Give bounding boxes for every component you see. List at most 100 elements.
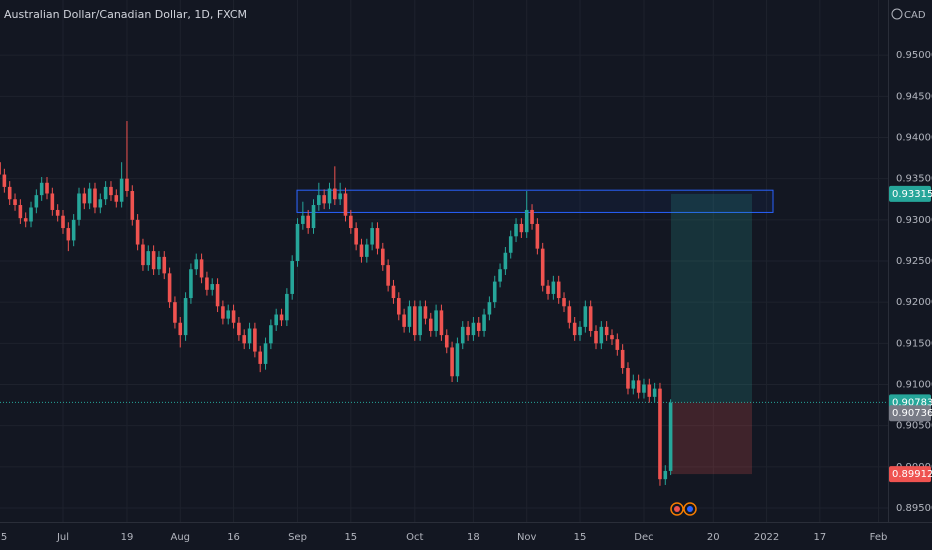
candle-body	[524, 209, 529, 233]
currency-icon[interactable]	[891, 8, 903, 20]
candle-body	[546, 285, 550, 294]
candle-body	[311, 205, 316, 229]
candle-body	[642, 384, 646, 393]
candle-body	[450, 347, 454, 377]
candle-body	[269, 325, 273, 344]
candle-body	[183, 298, 188, 336]
candle-body	[50, 193, 55, 210]
candle-body	[386, 265, 390, 286]
candle-body	[151, 251, 156, 270]
candle-body	[215, 284, 220, 307]
candle-body	[173, 302, 177, 323]
candle-body	[428, 318, 433, 331]
x-tick-label: 18	[467, 532, 480, 543]
candle-body	[658, 388, 662, 480]
candle-body	[434, 310, 438, 331]
candle-body	[322, 195, 326, 204]
candle-body	[210, 284, 215, 290]
candle-body	[578, 326, 582, 336]
x-tick-label: Jul	[56, 532, 69, 543]
x-tick-label: Oct	[406, 532, 423, 543]
candle-body	[471, 322, 476, 336]
candle-body	[295, 223, 300, 261]
candle-body	[237, 322, 241, 336]
price-tag-label: 0.90783	[892, 397, 932, 408]
candle-body	[338, 193, 342, 200]
x-tick-label: Aug	[170, 532, 190, 543]
candle-body	[167, 273, 172, 303]
x-tick-label: 15	[344, 532, 357, 543]
candle-body	[562, 298, 566, 307]
candle-body	[162, 256, 167, 274]
candle-body	[444, 335, 449, 348]
candle-body	[540, 248, 545, 286]
price-tag	[889, 405, 931, 422]
candle-body	[61, 215, 65, 229]
candle-body	[583, 306, 588, 327]
candle-body	[476, 322, 481, 331]
grid-layer	[0, 0, 888, 522]
position-profit-zone	[671, 193, 752, 403]
event-flags[interactable]	[670, 502, 697, 516]
candle-body	[93, 188, 97, 208]
candle-body	[439, 310, 444, 336]
candle-body	[391, 285, 396, 299]
position-stop-zone	[671, 402, 752, 475]
candle-body	[604, 326, 609, 336]
candle-body	[34, 195, 39, 208]
x-tick-label: 17	[813, 532, 826, 543]
candle-body	[359, 244, 364, 257]
candle-body	[412, 306, 417, 336]
currency-label[interactable]: CAD	[904, 10, 926, 21]
candle-body	[39, 182, 44, 196]
candle-body	[514, 223, 518, 237]
candle-body	[567, 306, 572, 323]
candle-body	[365, 244, 369, 257]
price-tag	[889, 466, 931, 483]
candle-body	[157, 256, 161, 270]
zone-rectangle	[296, 189, 774, 213]
x-tick-label: 5	[1, 532, 7, 543]
candle-body	[402, 314, 406, 327]
candle-body	[23, 218, 28, 222]
candle-body	[263, 343, 268, 364]
candle-body	[663, 470, 668, 480]
candle-body	[205, 277, 209, 290]
candles-layer	[0, 121, 673, 486]
candle-body	[77, 193, 81, 220]
x-tick-label: Nov	[517, 532, 537, 543]
candle-body	[594, 330, 598, 344]
candle-body	[631, 380, 636, 389]
candle-body	[55, 209, 60, 216]
candle-body	[508, 236, 513, 253]
event-flag-icon	[674, 506, 680, 512]
candle-body	[141, 244, 145, 266]
candle-body	[194, 259, 199, 270]
candle-body	[375, 228, 380, 249]
event-flag-icon	[687, 506, 693, 512]
price-tag-label: 0.93315	[892, 189, 932, 200]
candle-body	[306, 215, 310, 229]
candle-body	[460, 326, 465, 344]
candle-body	[109, 186, 113, 196]
candle-body	[253, 328, 257, 352]
candle-body	[455, 343, 460, 377]
candle-body	[247, 328, 252, 344]
x-tick-label: 2022	[754, 532, 779, 543]
candle-body	[343, 193, 348, 216]
candle-body	[556, 281, 561, 299]
